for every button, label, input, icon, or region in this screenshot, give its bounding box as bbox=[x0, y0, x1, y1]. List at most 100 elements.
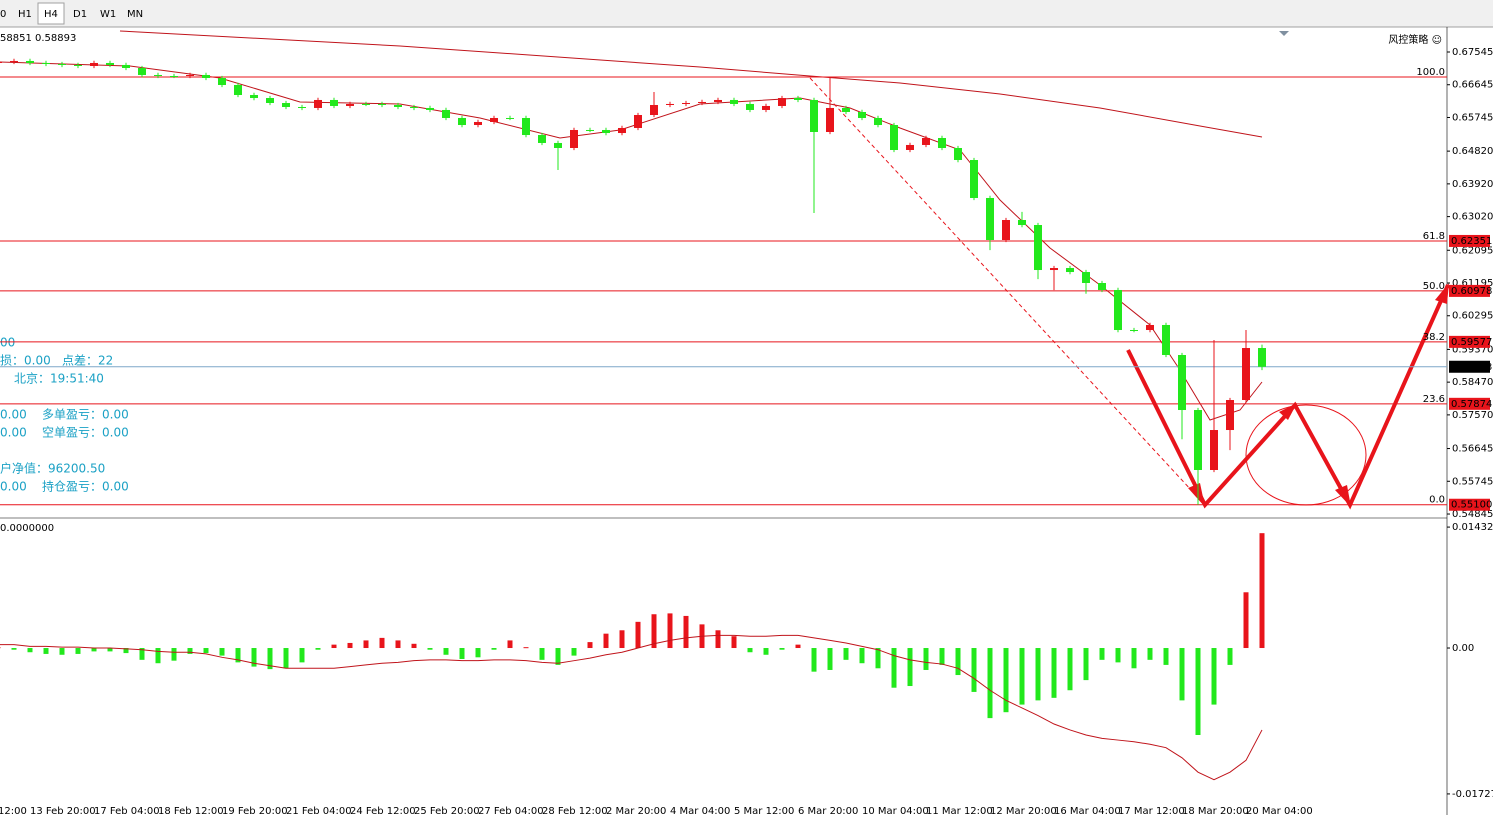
candle-body bbox=[1258, 348, 1266, 367]
y-tick-label: 0.61195 bbox=[1452, 278, 1493, 289]
info-text: 空单盈亏：0.00 bbox=[42, 426, 129, 440]
candle-body bbox=[218, 78, 226, 85]
info-text: 北京：19:51:40 bbox=[14, 372, 104, 386]
candle-body bbox=[426, 107, 434, 110]
macd-bar bbox=[779, 648, 785, 650]
macd-bar bbox=[539, 648, 545, 660]
info-text: 损：0.00 bbox=[0, 354, 51, 368]
candle-body bbox=[362, 103, 370, 105]
timeframe-tab[interactable]: W1 bbox=[100, 9, 116, 20]
macd-bar bbox=[107, 648, 113, 652]
x-tick-label: 17 Feb 04:00 bbox=[94, 806, 160, 815]
y-tick-label: 0.57570 bbox=[1452, 410, 1493, 421]
macd-bar bbox=[971, 648, 977, 692]
price-box bbox=[1449, 234, 1490, 247]
info-text: 0.00 bbox=[0, 426, 27, 440]
candle-body bbox=[490, 117, 498, 122]
y-tick-label: 0.59370 bbox=[1452, 344, 1493, 355]
quote: 58851 0.58893 bbox=[0, 33, 76, 44]
macd-bar bbox=[1035, 648, 1041, 701]
candle-body bbox=[90, 62, 98, 66]
macd-bar bbox=[331, 644, 337, 649]
timeframe-tab[interactable]: D1 bbox=[73, 9, 87, 20]
candle-body bbox=[186, 74, 194, 77]
y-tick-label: -0.017278 bbox=[1452, 789, 1493, 800]
candle-body bbox=[570, 129, 578, 148]
macd-bar bbox=[875, 648, 881, 669]
last-price-label: 0.58893 bbox=[1451, 362, 1492, 373]
candle-body bbox=[0, 61, 2, 63]
macd-bar bbox=[1179, 648, 1185, 701]
macd-bar bbox=[75, 648, 81, 654]
x-tick-label: 13 Feb 20:00 bbox=[30, 806, 96, 815]
scroll-marker bbox=[1279, 31, 1289, 36]
forecast-arrows bbox=[1126, 283, 1450, 510]
macd-bar bbox=[379, 637, 385, 649]
y-tick-label: 0.63020 bbox=[1452, 212, 1493, 223]
candle-body bbox=[138, 68, 146, 75]
macd-bar bbox=[475, 648, 481, 658]
arrow-head bbox=[1279, 403, 1297, 420]
candle-body bbox=[74, 64, 82, 66]
fib-level-label: 0.0 bbox=[1429, 495, 1445, 506]
candle-body bbox=[170, 76, 178, 78]
macd-bar bbox=[507, 640, 513, 649]
macd-bar bbox=[267, 648, 273, 670]
y-tick-label: 0.63920 bbox=[1452, 179, 1493, 190]
timeframe-tab[interactable]: MN bbox=[127, 9, 143, 20]
timeframe-tab[interactable]: 0 bbox=[0, 9, 6, 20]
macd-bar bbox=[795, 644, 801, 649]
macd-bar bbox=[459, 648, 465, 659]
fib-anchor-line bbox=[809, 77, 1206, 506]
macd-bar bbox=[1227, 648, 1233, 665]
macd-bar bbox=[1115, 648, 1121, 663]
y-tick-label: 0.0143208 bbox=[1452, 522, 1493, 533]
candle-body bbox=[938, 137, 946, 148]
candle-body bbox=[154, 74, 162, 77]
fib-level-label: 38.2 bbox=[1423, 332, 1445, 343]
macd-bar bbox=[891, 648, 897, 688]
candle-body bbox=[202, 74, 210, 79]
candle-body bbox=[1162, 324, 1170, 356]
macd-bar bbox=[571, 648, 577, 656]
info-text: 0.00 bbox=[0, 408, 27, 422]
macd-bar bbox=[411, 643, 417, 649]
forecast-path bbox=[1126, 284, 1450, 510]
macd-bar bbox=[347, 642, 353, 649]
candle-body bbox=[778, 98, 786, 106]
macd-bar bbox=[251, 648, 257, 667]
price-box bbox=[1449, 397, 1490, 410]
timeframe-tab[interactable]: H4 bbox=[44, 9, 58, 20]
macd-bar bbox=[219, 648, 225, 656]
macd-bar bbox=[0, 647, 1, 649]
macd-bar bbox=[395, 640, 401, 649]
corner-label: 风控策略 ☺ bbox=[1388, 33, 1442, 46]
macd-bar bbox=[603, 633, 609, 649]
macd-bar bbox=[635, 621, 641, 649]
candle-body bbox=[506, 117, 514, 119]
x-tick-label: 24 Feb 12:00 bbox=[350, 806, 416, 815]
candle-body bbox=[762, 105, 770, 110]
fib-price-label: 0.60978 bbox=[1451, 286, 1492, 297]
x-tick-label: 17 Mar 12:00 bbox=[1118, 806, 1185, 815]
x-tick-label: 4 Mar 04:00 bbox=[670, 806, 730, 815]
macd-bar bbox=[587, 642, 593, 649]
macd-bar bbox=[523, 647, 529, 649]
x-tick-label: 10 Mar 04:00 bbox=[862, 806, 929, 815]
price-box bbox=[1449, 498, 1490, 511]
x-tick-label: 20 Mar 04:00 bbox=[1246, 806, 1313, 815]
macd-bar bbox=[427, 648, 433, 650]
candle-body bbox=[746, 103, 754, 110]
timeframe-tab[interactable]: H1 bbox=[18, 9, 32, 20]
x-tick-label: 18 Feb 12:00 bbox=[158, 806, 224, 815]
arrow-head bbox=[1435, 283, 1449, 304]
annotation-ellipse bbox=[1245, 404, 1367, 506]
candle-body bbox=[538, 135, 546, 143]
macd-bar bbox=[1147, 648, 1153, 660]
price-box bbox=[1449, 335, 1490, 348]
candle-body bbox=[298, 106, 306, 108]
candle-body bbox=[666, 103, 674, 105]
fib-price-label: 0.55100 bbox=[1451, 500, 1492, 511]
arrow-head bbox=[1335, 485, 1351, 507]
macd-bar bbox=[59, 648, 65, 655]
